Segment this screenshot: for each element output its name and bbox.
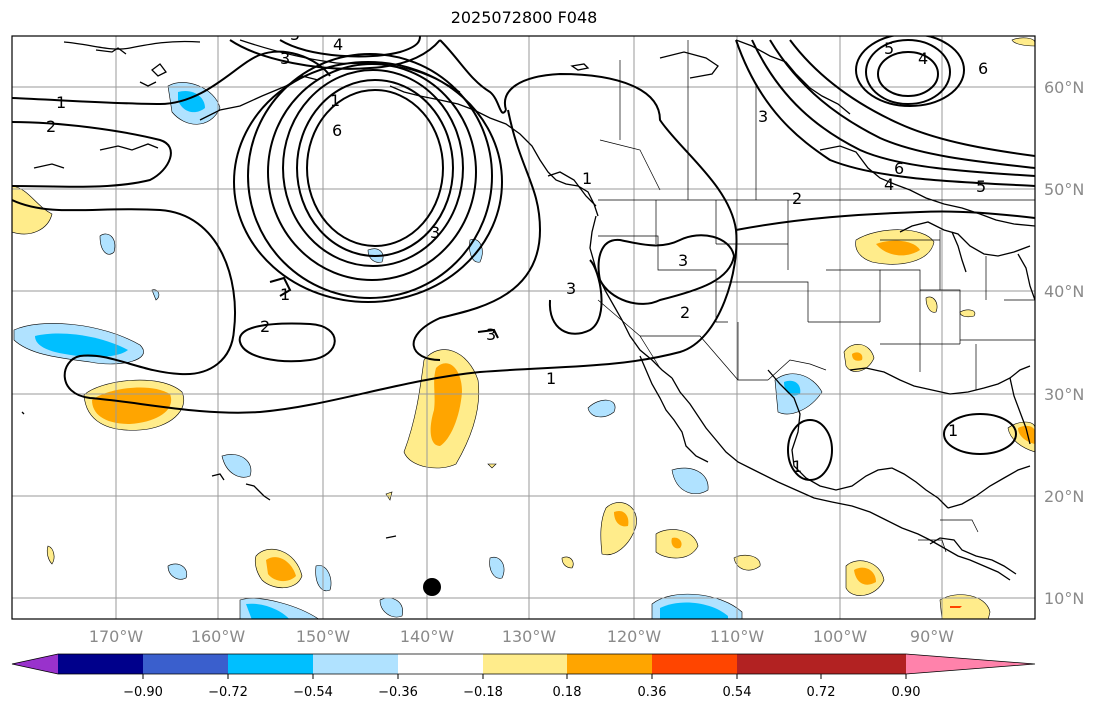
contour-label: 1 xyxy=(546,369,556,388)
colorbar-tick-label: 0.90 xyxy=(892,685,921,700)
lat-label: 60°N xyxy=(1044,78,1084,97)
contour-label: 4 xyxy=(884,175,894,194)
lon-label: 90°W xyxy=(910,627,954,646)
lon-label: 170°W xyxy=(89,627,144,646)
map-frame xyxy=(11,35,1036,620)
lat-label: 20°N xyxy=(1044,487,1084,506)
colorbar-tick-label: 0.36 xyxy=(638,685,667,700)
contour-label: 2 xyxy=(260,317,270,336)
lat-label: 30°N xyxy=(1044,385,1084,404)
colorbar-tick-label: −0.54 xyxy=(293,685,333,700)
colorbar-swatch xyxy=(483,654,569,674)
colorbar-swatch xyxy=(652,654,738,674)
lon-label: 100°W xyxy=(813,627,868,646)
map-area xyxy=(12,36,1035,619)
colorbar-swatch xyxy=(143,654,229,674)
colorbar-swatch xyxy=(821,654,907,674)
colorbar-swatch xyxy=(58,654,144,674)
storm-position-marker xyxy=(423,578,441,596)
colorbar-swatch xyxy=(313,654,399,674)
contour-label: 1 xyxy=(948,421,958,440)
contour-label: 1 xyxy=(582,169,592,188)
contour-lines xyxy=(12,36,1035,481)
lat-label: 50°N xyxy=(1044,180,1084,199)
map-title: 2025072800 F048 xyxy=(450,8,598,27)
contour-label: 2 xyxy=(46,117,56,136)
colorbar-swatch xyxy=(228,654,314,674)
colorbar-tick-label: −0.18 xyxy=(463,685,503,700)
contour-label-group: 1 2 3 4 5 1 6 3 1 2 1 1 3 2 3 2 3 4 6 5 … xyxy=(46,25,988,476)
colorbar-tick-label: −0.72 xyxy=(208,685,248,700)
contour-label: 1 xyxy=(280,285,290,304)
graticule xyxy=(12,36,1035,619)
lon-label: 110°W xyxy=(710,627,765,646)
lat-label: 40°N xyxy=(1044,282,1084,301)
colorbar-extend-low xyxy=(12,654,58,674)
contour-label: 3 xyxy=(758,107,768,126)
colorbar-extend-high xyxy=(906,654,1035,674)
political-borders xyxy=(597,40,1035,553)
contour-label: 6 xyxy=(894,159,904,178)
colorbar-swatch xyxy=(737,654,823,674)
colorbar-tick-label: 0.72 xyxy=(807,685,836,700)
longitude-labels: 170°W 160°W 150°W 140°W 130°W 120°W 110°… xyxy=(89,627,954,646)
colorbar: −0.90 −0.72 −0.54 −0.36 −0.18 0.18 0.36 … xyxy=(11,653,1036,700)
contour-label: 2 xyxy=(792,189,802,208)
lon-label: 160°W xyxy=(191,627,246,646)
lon-label: 140°W xyxy=(400,627,455,646)
contour-label: 3 xyxy=(678,251,688,270)
colorbar-swatch xyxy=(398,654,484,674)
lon-label: 150°W xyxy=(296,627,351,646)
contour-label: 1 xyxy=(792,457,802,476)
contour-label: 3 xyxy=(566,279,576,298)
lon-label: 130°W xyxy=(502,627,557,646)
colorbar-tick-label: 0.18 xyxy=(553,685,582,700)
contour-label: 5 xyxy=(884,39,894,58)
contour-label: 5 xyxy=(976,177,986,196)
contour-label: 4 xyxy=(333,35,343,54)
contour-label: 1 xyxy=(56,93,66,112)
contour-label: 6 xyxy=(332,121,342,140)
colorbar-tick-label: 0.54 xyxy=(723,685,752,700)
colorbar-tick-label: −0.90 xyxy=(123,685,163,700)
contour-label: 2 xyxy=(680,303,690,322)
colorbar-swatch xyxy=(567,654,653,674)
colorbar-ticks xyxy=(142,674,907,679)
lat-label: 10°N xyxy=(1044,589,1084,608)
contour-label: 5 xyxy=(290,25,300,44)
contour-label: 3 xyxy=(280,49,290,68)
contour-label: 3 xyxy=(430,223,440,242)
coastlines xyxy=(21,39,1035,581)
contour-label: 6 xyxy=(978,59,988,78)
contour-label: 3 xyxy=(486,325,496,344)
colorbar-tick-label: −0.36 xyxy=(378,685,418,700)
contour-label: 1 xyxy=(330,91,340,110)
contour-label: 4 xyxy=(918,49,928,68)
latitude-labels: 60°N 50°N 40°N 30°N 20°N 10°N xyxy=(1044,78,1084,608)
lon-label: 120°W xyxy=(607,627,662,646)
